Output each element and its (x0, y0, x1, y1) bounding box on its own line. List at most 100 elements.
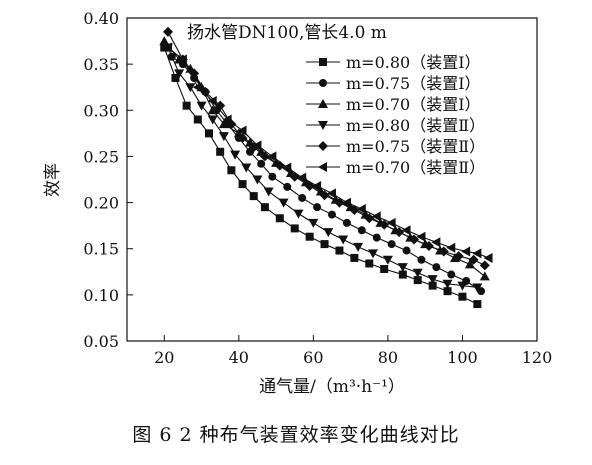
data-point (298, 193, 307, 202)
data-point (401, 225, 411, 236)
legend-label: m=0.70（装置Ⅱ） (346, 158, 485, 177)
data-point (387, 240, 396, 249)
data-point (196, 101, 207, 111)
data-point (357, 226, 366, 235)
data-point (185, 83, 196, 93)
y-tick-label: 0.25 (83, 147, 119, 166)
data-point (468, 254, 479, 265)
y-tick-label: 0.20 (83, 194, 119, 213)
data-point (259, 151, 270, 162)
y-axis-label: 效率 (43, 163, 63, 197)
legend-label: m=0.70（装置Ⅰ） (346, 95, 481, 114)
data-point (397, 263, 408, 273)
data-point (230, 150, 241, 160)
data-point (205, 129, 213, 138)
data-point (237, 125, 247, 136)
data-point (431, 237, 441, 248)
data-point (338, 235, 349, 245)
data-point (257, 159, 266, 168)
plot-frame (126, 17, 538, 342)
y-tick-label: 0.40 (83, 9, 119, 28)
data-point (207, 96, 217, 107)
y-tick-label: 0.15 (83, 240, 119, 259)
data-point (394, 227, 405, 238)
data-point (308, 218, 319, 228)
data-point (447, 270, 456, 279)
legend: m=0.80（装置Ⅰ） m=0.75（装置Ⅰ） m=0.70（装置Ⅰ） m=0.80（… (306, 53, 485, 177)
data-point (320, 240, 329, 249)
data-point (216, 147, 225, 156)
data-point (472, 248, 482, 259)
data-point (342, 218, 351, 227)
data-point (283, 182, 292, 191)
data-point (275, 214, 284, 223)
data-point (237, 132, 248, 143)
legend-label: m=0.80（装置Ⅰ） (346, 53, 481, 72)
data-point (207, 115, 218, 125)
axis-ticks: 20 40 60 80 100 120 0.05 0.10 0.15 0.20 0.25 0.30 0.… (83, 9, 552, 367)
data-point (457, 281, 468, 291)
data-point (427, 275, 438, 285)
data-point (319, 79, 327, 87)
data-point (409, 234, 419, 245)
data-point (416, 231, 426, 242)
data-point (412, 268, 423, 278)
data-point (438, 246, 449, 257)
data-point (163, 26, 173, 37)
legend-label: m=0.80（装置Ⅱ） (346, 116, 485, 135)
data-point (371, 211, 381, 222)
x-tick-label: 120 (522, 348, 553, 367)
data-point (171, 73, 180, 82)
y-tick-label: 0.05 (83, 332, 119, 351)
data-point (328, 210, 336, 219)
figure-caption: 图 6 2 种布气装置效率变化曲线对比 (132, 424, 460, 446)
data-point (207, 105, 218, 115)
data-point (479, 271, 490, 281)
data-point (379, 219, 390, 230)
data-point (222, 114, 232, 125)
data-point (263, 187, 274, 197)
data-point (402, 246, 411, 255)
data-point (341, 197, 351, 208)
data-point (267, 151, 277, 162)
data-point (368, 249, 378, 259)
series-curves (159, 26, 493, 309)
data-point (218, 119, 229, 129)
data-point (353, 242, 364, 252)
data-point (350, 253, 359, 262)
legend-label: m=0.75（装置Ⅱ） (346, 137, 485, 156)
data-point (278, 198, 289, 208)
data-point (479, 260, 490, 271)
data-point (159, 36, 170, 46)
series-1 (160, 43, 482, 309)
data-point (215, 100, 226, 111)
data-point (453, 251, 464, 262)
x-tick-label: 100 (447, 348, 478, 367)
data-point (252, 140, 262, 151)
data-point (364, 213, 375, 224)
data-point (365, 259, 374, 268)
data-point (446, 242, 456, 253)
data-point (398, 270, 407, 279)
data-point (442, 279, 453, 289)
chart-title: 扬水管DN100,管长4.0 m (187, 23, 387, 43)
x-tick-label: 20 (154, 348, 174, 367)
data-point (177, 54, 187, 65)
legend-label: m=0.75（装置Ⅰ） (346, 74, 481, 93)
data-point (218, 132, 229, 142)
data-point (260, 203, 269, 212)
data-point (293, 209, 304, 219)
data-point (372, 233, 381, 242)
legend-item: m=0.75（装置Ⅱ） (306, 137, 485, 156)
data-point (423, 240, 434, 251)
legend-item: m=0.75（装置Ⅰ） (306, 74, 481, 93)
data-point (413, 276, 422, 285)
x-axis-label: 通气量/（m³·h⁻¹） (259, 377, 405, 397)
data-point (483, 252, 493, 263)
data-point (249, 192, 258, 201)
series-4 (163, 43, 483, 293)
data-point (238, 180, 247, 189)
data-point (356, 204, 366, 215)
data-point (428, 281, 437, 290)
